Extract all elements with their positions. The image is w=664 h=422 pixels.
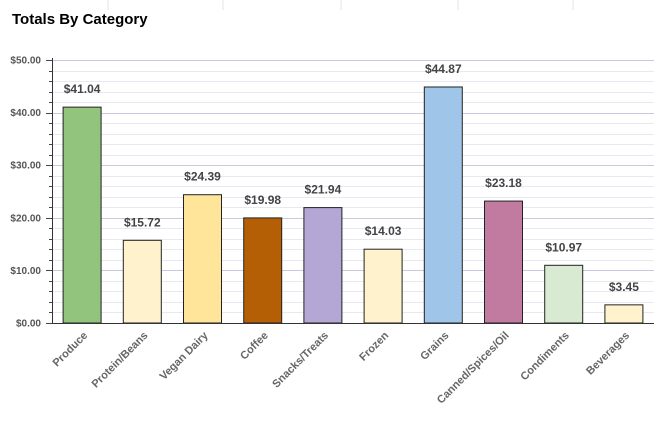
bar	[604, 304, 644, 324]
data-label: $3.45	[609, 280, 639, 294]
y-tick-label: $20.00	[10, 213, 41, 224]
category-label: Vegan Dairy	[158, 329, 212, 383]
category-label: Condiments	[518, 330, 571, 383]
category-label: Beverages	[584, 330, 632, 378]
bar	[423, 86, 463, 324]
bar	[303, 207, 343, 324]
category-label: Snacks/Treats	[270, 330, 331, 391]
data-label: $10.97	[545, 240, 582, 254]
bar	[544, 264, 584, 324]
data-label: $24.39	[184, 170, 221, 184]
y-tick-label: $0.00	[16, 319, 41, 330]
data-label: $21.94	[305, 183, 342, 197]
category-label: Coffee	[238, 330, 271, 363]
y-tick-label: $30.00	[10, 161, 41, 172]
data-label: $15.72	[124, 215, 161, 229]
y-tick-label: $40.00	[10, 108, 41, 119]
bar	[363, 248, 403, 324]
y-tick-label: $50.00	[10, 56, 41, 67]
bar	[484, 200, 523, 324]
data-label: $19.98	[244, 193, 281, 207]
category-label: Produce	[51, 330, 91, 370]
data-label: $23.18	[485, 176, 522, 190]
bar	[243, 217, 283, 324]
category-label: Frozen	[357, 329, 391, 363]
axes	[52, 58, 654, 324]
category-label: Protein/Beans	[90, 330, 151, 391]
y-axis-ticks: $0.00 $10.00 $20.00 $30.00 $40.00 $50.00	[10, 56, 52, 330]
data-labels: $41.04 $15.72 $24.39 $19.98 $21.94 $14.03 $44.…	[64, 62, 639, 294]
category-labels: Produce Protein/Beans Vegan Dairy Coffee Sna…	[51, 329, 632, 406]
bar	[62, 106, 102, 324]
bar	[122, 239, 162, 324]
bars	[62, 86, 644, 324]
data-label: $44.87	[425, 62, 462, 76]
category-label: Grains	[418, 330, 451, 363]
bar	[183, 194, 222, 324]
y-tick-label: $10.00	[10, 266, 41, 277]
chart-title: Totals By Category	[12, 11, 148, 28]
data-label: $14.03	[365, 224, 402, 238]
data-label: $41.04	[64, 82, 101, 96]
